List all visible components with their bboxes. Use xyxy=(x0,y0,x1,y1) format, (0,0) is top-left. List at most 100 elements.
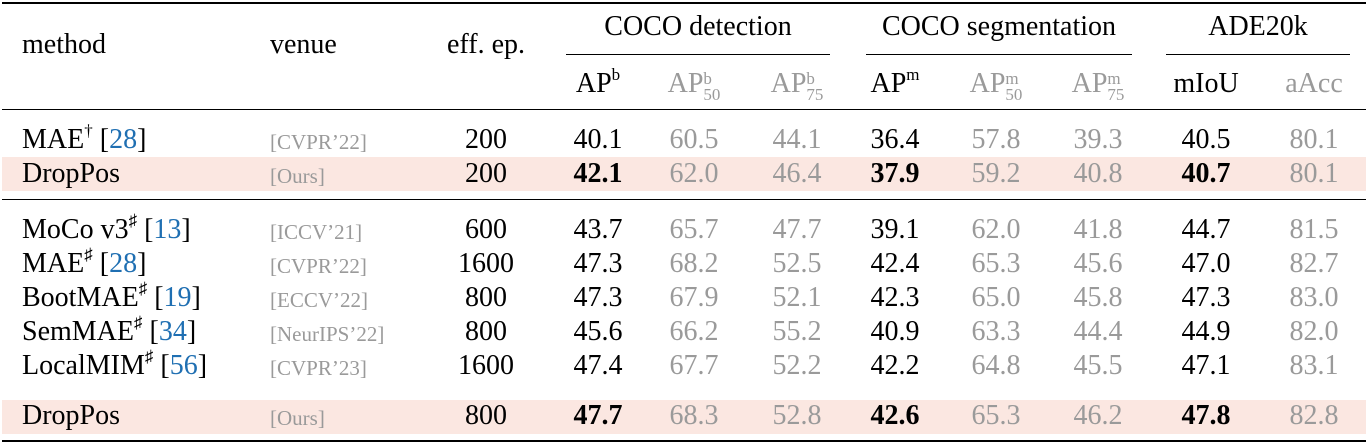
metric-supsub: b 75 xyxy=(806,69,823,103)
ref-bracket: [ xyxy=(92,248,110,279)
method-name: SemMAE♯ [34] xyxy=(22,314,196,348)
method-name: MAE† [28] xyxy=(22,122,146,156)
eff-ep-value: 800 xyxy=(465,282,507,313)
citation-link[interactable]: 28 xyxy=(109,248,138,279)
eff-ep-value: 800 xyxy=(465,316,507,347)
metric-value: 39.1 xyxy=(870,214,920,245)
metric-header: APm xyxy=(870,65,920,100)
citation-link[interactable]: 13 xyxy=(153,214,182,245)
header-method: method xyxy=(22,29,106,60)
metric-value: 47.1 xyxy=(1181,350,1231,381)
bottom-rule xyxy=(2,440,1366,442)
metric-value: 39.3 xyxy=(1073,124,1123,155)
metric-sup: m xyxy=(906,65,920,84)
metric-value: 36.4 xyxy=(870,124,920,155)
header-venue: venue xyxy=(270,29,337,60)
row-highlight xyxy=(2,157,1366,191)
metric-value: 40.9 xyxy=(870,316,920,347)
metric-value: 83.1 xyxy=(1289,350,1339,381)
metric-value: 68.3 xyxy=(669,400,719,431)
metric-sup: m xyxy=(1107,69,1121,88)
metric-value: 40.8 xyxy=(1073,158,1123,189)
metric-header: mIoU xyxy=(1173,68,1238,100)
venue-label: [CVPR’22] xyxy=(270,130,367,154)
metric-sup: m xyxy=(1005,69,1019,88)
ref-bracket: ] xyxy=(181,214,191,245)
metric-header: APb xyxy=(576,65,621,100)
method-label: MAE xyxy=(22,124,85,155)
metric-value: 65.0 xyxy=(971,282,1021,313)
method-label: MAE xyxy=(22,248,85,279)
method-label: BootMAE xyxy=(22,282,139,313)
metric-value: 52.2 xyxy=(772,350,822,381)
metric-base: aAcc xyxy=(1285,68,1343,99)
metric-value: 55.2 xyxy=(772,316,822,347)
metric-value: 42.2 xyxy=(870,350,920,381)
metric-sup: b xyxy=(806,69,815,88)
metric-value: 62.0 xyxy=(669,158,719,189)
metric-value: 46.2 xyxy=(1073,400,1123,431)
metric-value: 47.3 xyxy=(573,282,623,313)
metric-value: 44.7 xyxy=(1181,214,1231,245)
header-coco-segmentation: COCO segmentation xyxy=(881,11,1117,42)
citation-link[interactable]: 28 xyxy=(109,124,138,155)
method-name: LocalMIM♯ [56] xyxy=(22,348,207,382)
citation-link[interactable]: 34 xyxy=(158,316,187,347)
metric-value: 52.8 xyxy=(772,400,822,431)
metric-value: 67.7 xyxy=(669,350,719,381)
group-rule xyxy=(2,199,1366,200)
method-mark: ♯ xyxy=(138,279,148,298)
metric-value: 37.9 xyxy=(870,158,920,189)
method-label: SemMAE xyxy=(22,316,134,347)
eff-ep-value: 200 xyxy=(465,158,507,189)
metric-value: 46.4 xyxy=(772,158,822,189)
group-underline-ade20k xyxy=(1166,54,1350,55)
eff-ep-value: 1600 xyxy=(458,248,514,279)
venue-label: [NeurIPS’22] xyxy=(270,322,385,346)
ref-bracket: [ xyxy=(147,282,164,313)
venue-label: [ECCV’22] xyxy=(270,288,368,312)
metric-value: 60.5 xyxy=(669,124,719,155)
metric-value: 68.2 xyxy=(669,248,719,279)
header-coco-detection: COCO detection xyxy=(604,11,792,42)
metric-value: 65.7 xyxy=(669,214,719,245)
metric-value: 40.5 xyxy=(1181,124,1231,155)
metric-value: 44.4 xyxy=(1073,316,1123,347)
metric-value: 52.1 xyxy=(772,282,822,313)
metric-value: 83.0 xyxy=(1289,282,1339,313)
ref-bracket: [ xyxy=(153,350,170,381)
ref-bracket: [ xyxy=(137,214,154,245)
metric-value: 67.9 xyxy=(669,282,719,313)
metric-supsub: b 50 xyxy=(703,70,721,104)
citation-link[interactable]: 56 xyxy=(169,350,198,381)
metric-value: 64.8 xyxy=(971,350,1021,381)
metric-value: 65.3 xyxy=(971,400,1021,431)
metric-sub: 50 xyxy=(703,85,721,104)
metric-value: 47.7 xyxy=(772,214,822,245)
metric-header: AP m 75 xyxy=(1072,68,1125,103)
metric-value: 45.8 xyxy=(1073,282,1123,313)
metric-value: 80.1 xyxy=(1289,158,1339,189)
metric-value: 82.0 xyxy=(1289,316,1339,347)
citation-link[interactable]: 19 xyxy=(163,282,192,313)
venue-label: [ICCV’21] xyxy=(270,220,363,244)
method-label: MoCo v3 xyxy=(22,214,129,245)
metric-value: 47.0 xyxy=(1181,248,1231,279)
metric-value: 82.8 xyxy=(1289,400,1339,431)
header-rule xyxy=(2,109,1366,110)
metric-sub: 75 xyxy=(1107,85,1125,104)
metric-header: AP b 75 xyxy=(771,68,824,103)
metric-value: 40.1 xyxy=(573,124,623,155)
eff-ep-value: 200 xyxy=(465,124,507,155)
metric-value: 44.1 xyxy=(772,124,822,155)
metric-value: 65.3 xyxy=(971,248,1021,279)
metric-sup: b xyxy=(611,65,621,84)
metric-base: AP xyxy=(969,68,1006,99)
metric-value: 52.5 xyxy=(772,248,822,279)
header-eff-ep: eff. ep. xyxy=(447,29,525,60)
method-mark: ♯ xyxy=(84,245,93,264)
metric-value: 47.8 xyxy=(1181,400,1231,431)
metric-header: AP m 50 xyxy=(970,68,1023,103)
ref-bracket: ] xyxy=(137,248,147,279)
